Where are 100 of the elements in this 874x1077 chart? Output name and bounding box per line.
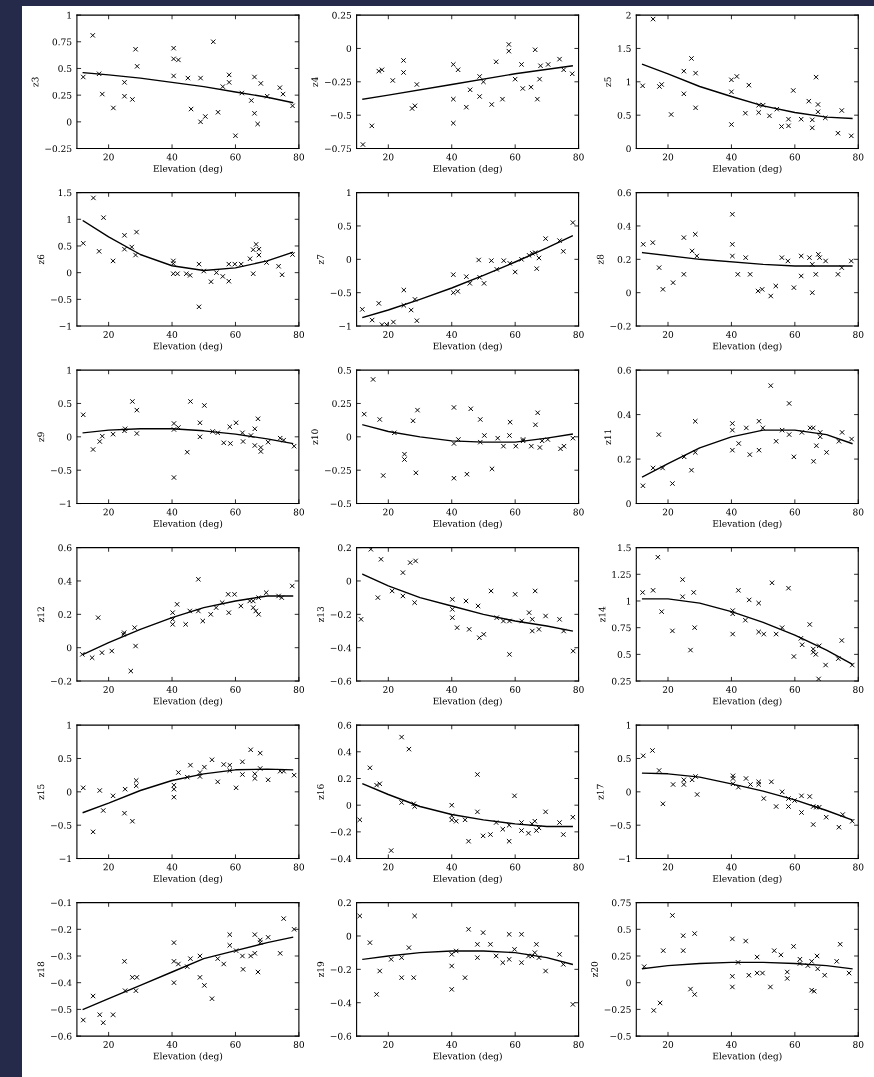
x-tick-label: 40	[446, 508, 457, 516]
x-tick-label: 40	[166, 686, 178, 693]
line-series	[641, 961, 853, 970]
x-tick-label: 20	[383, 1041, 394, 1048]
y-tick-label: 0.4	[337, 748, 352, 756]
y-tick-label: −0.4	[330, 644, 352, 652]
x-tick-label: 20	[103, 331, 114, 338]
x-tick-label: 40	[166, 863, 178, 871]
x-tick-label: 20	[103, 686, 114, 693]
y-tick-label: −0.2	[330, 828, 351, 836]
y-tick-label: 0	[346, 45, 352, 52]
x-tick-label: 20	[662, 508, 674, 516]
y-tick-label: 0	[346, 256, 352, 263]
x-tick-label: 60	[510, 863, 521, 871]
line-series	[641, 772, 853, 821]
y-axis-title: z18	[37, 961, 45, 978]
line-series	[641, 63, 853, 120]
x-tick-label: 20	[662, 686, 674, 693]
x-axis-title: Elevation (deg)	[153, 1052, 223, 1062]
y-tick-label: 0.5	[617, 926, 631, 933]
y-tick-label: −0.5	[610, 1032, 631, 1040]
y-tick-label: 1	[67, 11, 71, 19]
x-tick-label: 80	[573, 686, 584, 693]
x-tick-label: 20	[383, 153, 394, 161]
y-tick-label: −1	[59, 855, 71, 862]
x-tick-label: 40	[166, 508, 178, 516]
line-series	[362, 235, 573, 319]
y-tick-label: 0.25	[332, 400, 352, 408]
y-tick-label: −0.25	[325, 78, 352, 86]
y-tick-label: −0.25	[45, 145, 72, 153]
x-tick-label: 40	[725, 508, 737, 516]
y-tick-label: −1	[339, 322, 351, 330]
x-tick-label: 60	[789, 508, 800, 516]
y-axis-title: z19	[317, 961, 324, 978]
x-tick-label: 60	[230, 863, 241, 871]
x-axis-title: Elevation (deg)	[712, 874, 782, 884]
x-axis-title: Elevation (deg)	[433, 874, 502, 884]
x-axis-title: Elevation (deg)	[712, 697, 782, 707]
x-tick-label: 80	[293, 1041, 305, 1048]
y-tick-label: 0.5	[617, 651, 631, 658]
y-tick-label: 1.25	[612, 571, 631, 578]
x-tick-label: 60	[510, 153, 521, 161]
y-tick-label: −0.4	[51, 979, 72, 987]
x-tick-label: 60	[789, 863, 800, 871]
y-tick-label: −0.5	[51, 296, 72, 303]
y-tick-label: −0.5	[330, 111, 352, 119]
y-tick-label: −1	[59, 500, 71, 507]
x-tick-label: 20	[383, 508, 394, 516]
x-tick-label: 40	[166, 331, 178, 338]
x-tick-label: 20	[662, 863, 674, 871]
x-axis-title: Elevation (deg)	[153, 519, 223, 529]
x-tick-label: 80	[293, 686, 305, 693]
y-tick-label: 0.4	[617, 411, 631, 419]
x-tick-label: 60	[789, 153, 800, 161]
x-axis-title: Elevation (deg)	[433, 164, 502, 174]
y-tick-label: 0.25	[611, 952, 631, 960]
x-tick-label: 20	[103, 1041, 114, 1048]
y-tick-label: 0.5	[58, 400, 72, 408]
y-tick-label: 0	[626, 788, 631, 796]
x-axis-title: Elevation (deg)	[712, 342, 782, 352]
x-tick-label: 80	[853, 863, 864, 871]
y-tick-label: 0.4	[617, 222, 631, 230]
y-tick-label: 0.75	[611, 899, 631, 907]
y-tick-label: −0.75	[325, 145, 352, 153]
line-series	[82, 72, 294, 104]
y-tick-label: 0	[66, 788, 72, 796]
x-tick-label: 40	[446, 153, 457, 161]
x-tick-label: 20	[662, 1041, 674, 1048]
x-tick-label: 40	[446, 331, 457, 338]
y-tick-label: 0.6	[617, 189, 631, 197]
y-tick-label: 0.5	[337, 222, 352, 230]
y-tick-label: −0.5	[51, 1006, 72, 1013]
x-axis-title: Elevation (deg)	[153, 697, 223, 707]
x-tick-label: 60	[230, 153, 241, 161]
x-tick-label: 40	[446, 686, 457, 693]
x-axis-title: Elevation (deg)	[153, 164, 223, 174]
x-tick-label: 20	[103, 508, 114, 516]
y-tick-label: 0	[626, 979, 631, 987]
y-tick-label: −0.5	[51, 466, 72, 474]
y-axis-title: z9	[37, 432, 45, 442]
y-tick-label: 0.5	[58, 242, 72, 250]
x-axis-title: Elevation (deg)	[153, 874, 223, 884]
x-tick-label: 60	[510, 508, 521, 516]
y-tick-label: 1.5	[618, 544, 631, 552]
y-tick-label: −0.6	[51, 1032, 72, 1040]
x-tick-label: 60	[230, 331, 241, 338]
x-tick-label: 20	[662, 331, 674, 338]
y-axis-title: z4	[311, 77, 319, 87]
y-tick-label: 0	[66, 644, 72, 652]
y-tick-label: 0.6	[337, 721, 352, 729]
y-tick-label: −0.2	[51, 677, 72, 685]
y-tick-label: 0.5	[337, 366, 352, 374]
y-axis-title: z7	[317, 254, 324, 265]
x-tick-label: 80	[293, 153, 305, 161]
line-series	[82, 595, 294, 656]
x-tick-label: 40	[166, 153, 178, 161]
line-series	[362, 65, 573, 100]
x-tick-label: 60	[510, 331, 521, 338]
y-tick-label: 1.5	[618, 45, 631, 52]
x-tick-label: 80	[573, 508, 584, 516]
